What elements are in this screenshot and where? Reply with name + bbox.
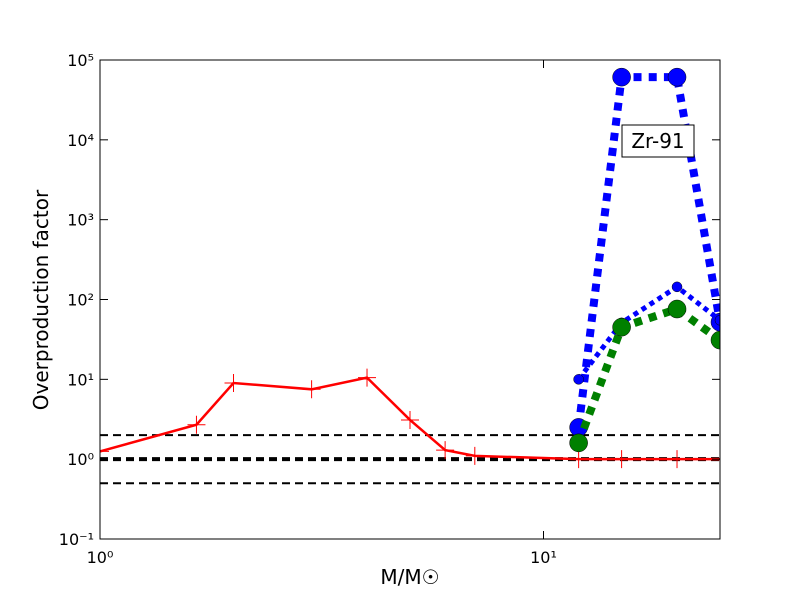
marker <box>612 67 631 87</box>
marker <box>671 281 683 293</box>
marker <box>667 299 687 319</box>
marker <box>612 317 631 337</box>
marker <box>401 410 419 429</box>
x-tick-label: 10⁰ <box>87 548 114 567</box>
marker <box>358 368 377 387</box>
marker <box>187 415 206 434</box>
y-tick-label: 10³ <box>67 211 94 230</box>
series-line <box>100 376 720 461</box>
marker <box>465 446 484 465</box>
y-tick-label: 10¹ <box>67 370 94 389</box>
plot-area <box>100 67 720 485</box>
marker <box>224 373 243 392</box>
annotation: Zr-91 <box>631 129 684 153</box>
x-tick-label: 10¹ <box>530 548 557 567</box>
marker <box>667 67 687 87</box>
y-tick-label: 10⁻¹ <box>59 530 94 549</box>
y-tick-label: 10² <box>67 291 94 310</box>
y-tick-label: 10⁴ <box>67 131 94 150</box>
marker <box>569 433 588 453</box>
x-axis-label: M/M☉ <box>380 565 439 589</box>
y-tick-label: 10⁰ <box>67 450 94 469</box>
marker <box>710 330 720 350</box>
marker <box>668 450 687 469</box>
marker <box>302 380 321 399</box>
marker <box>436 441 455 460</box>
marker <box>100 442 109 461</box>
marker <box>612 450 631 469</box>
marker <box>573 374 584 385</box>
series-line <box>574 73 720 428</box>
y-axis-label: Overproduction factor <box>29 189 53 410</box>
marker <box>569 450 588 469</box>
annotation-box <box>621 124 695 158</box>
series-line <box>574 304 720 445</box>
y-tick-label: 10⁵ <box>67 51 94 70</box>
series-line <box>576 283 720 381</box>
marker <box>714 314 720 326</box>
